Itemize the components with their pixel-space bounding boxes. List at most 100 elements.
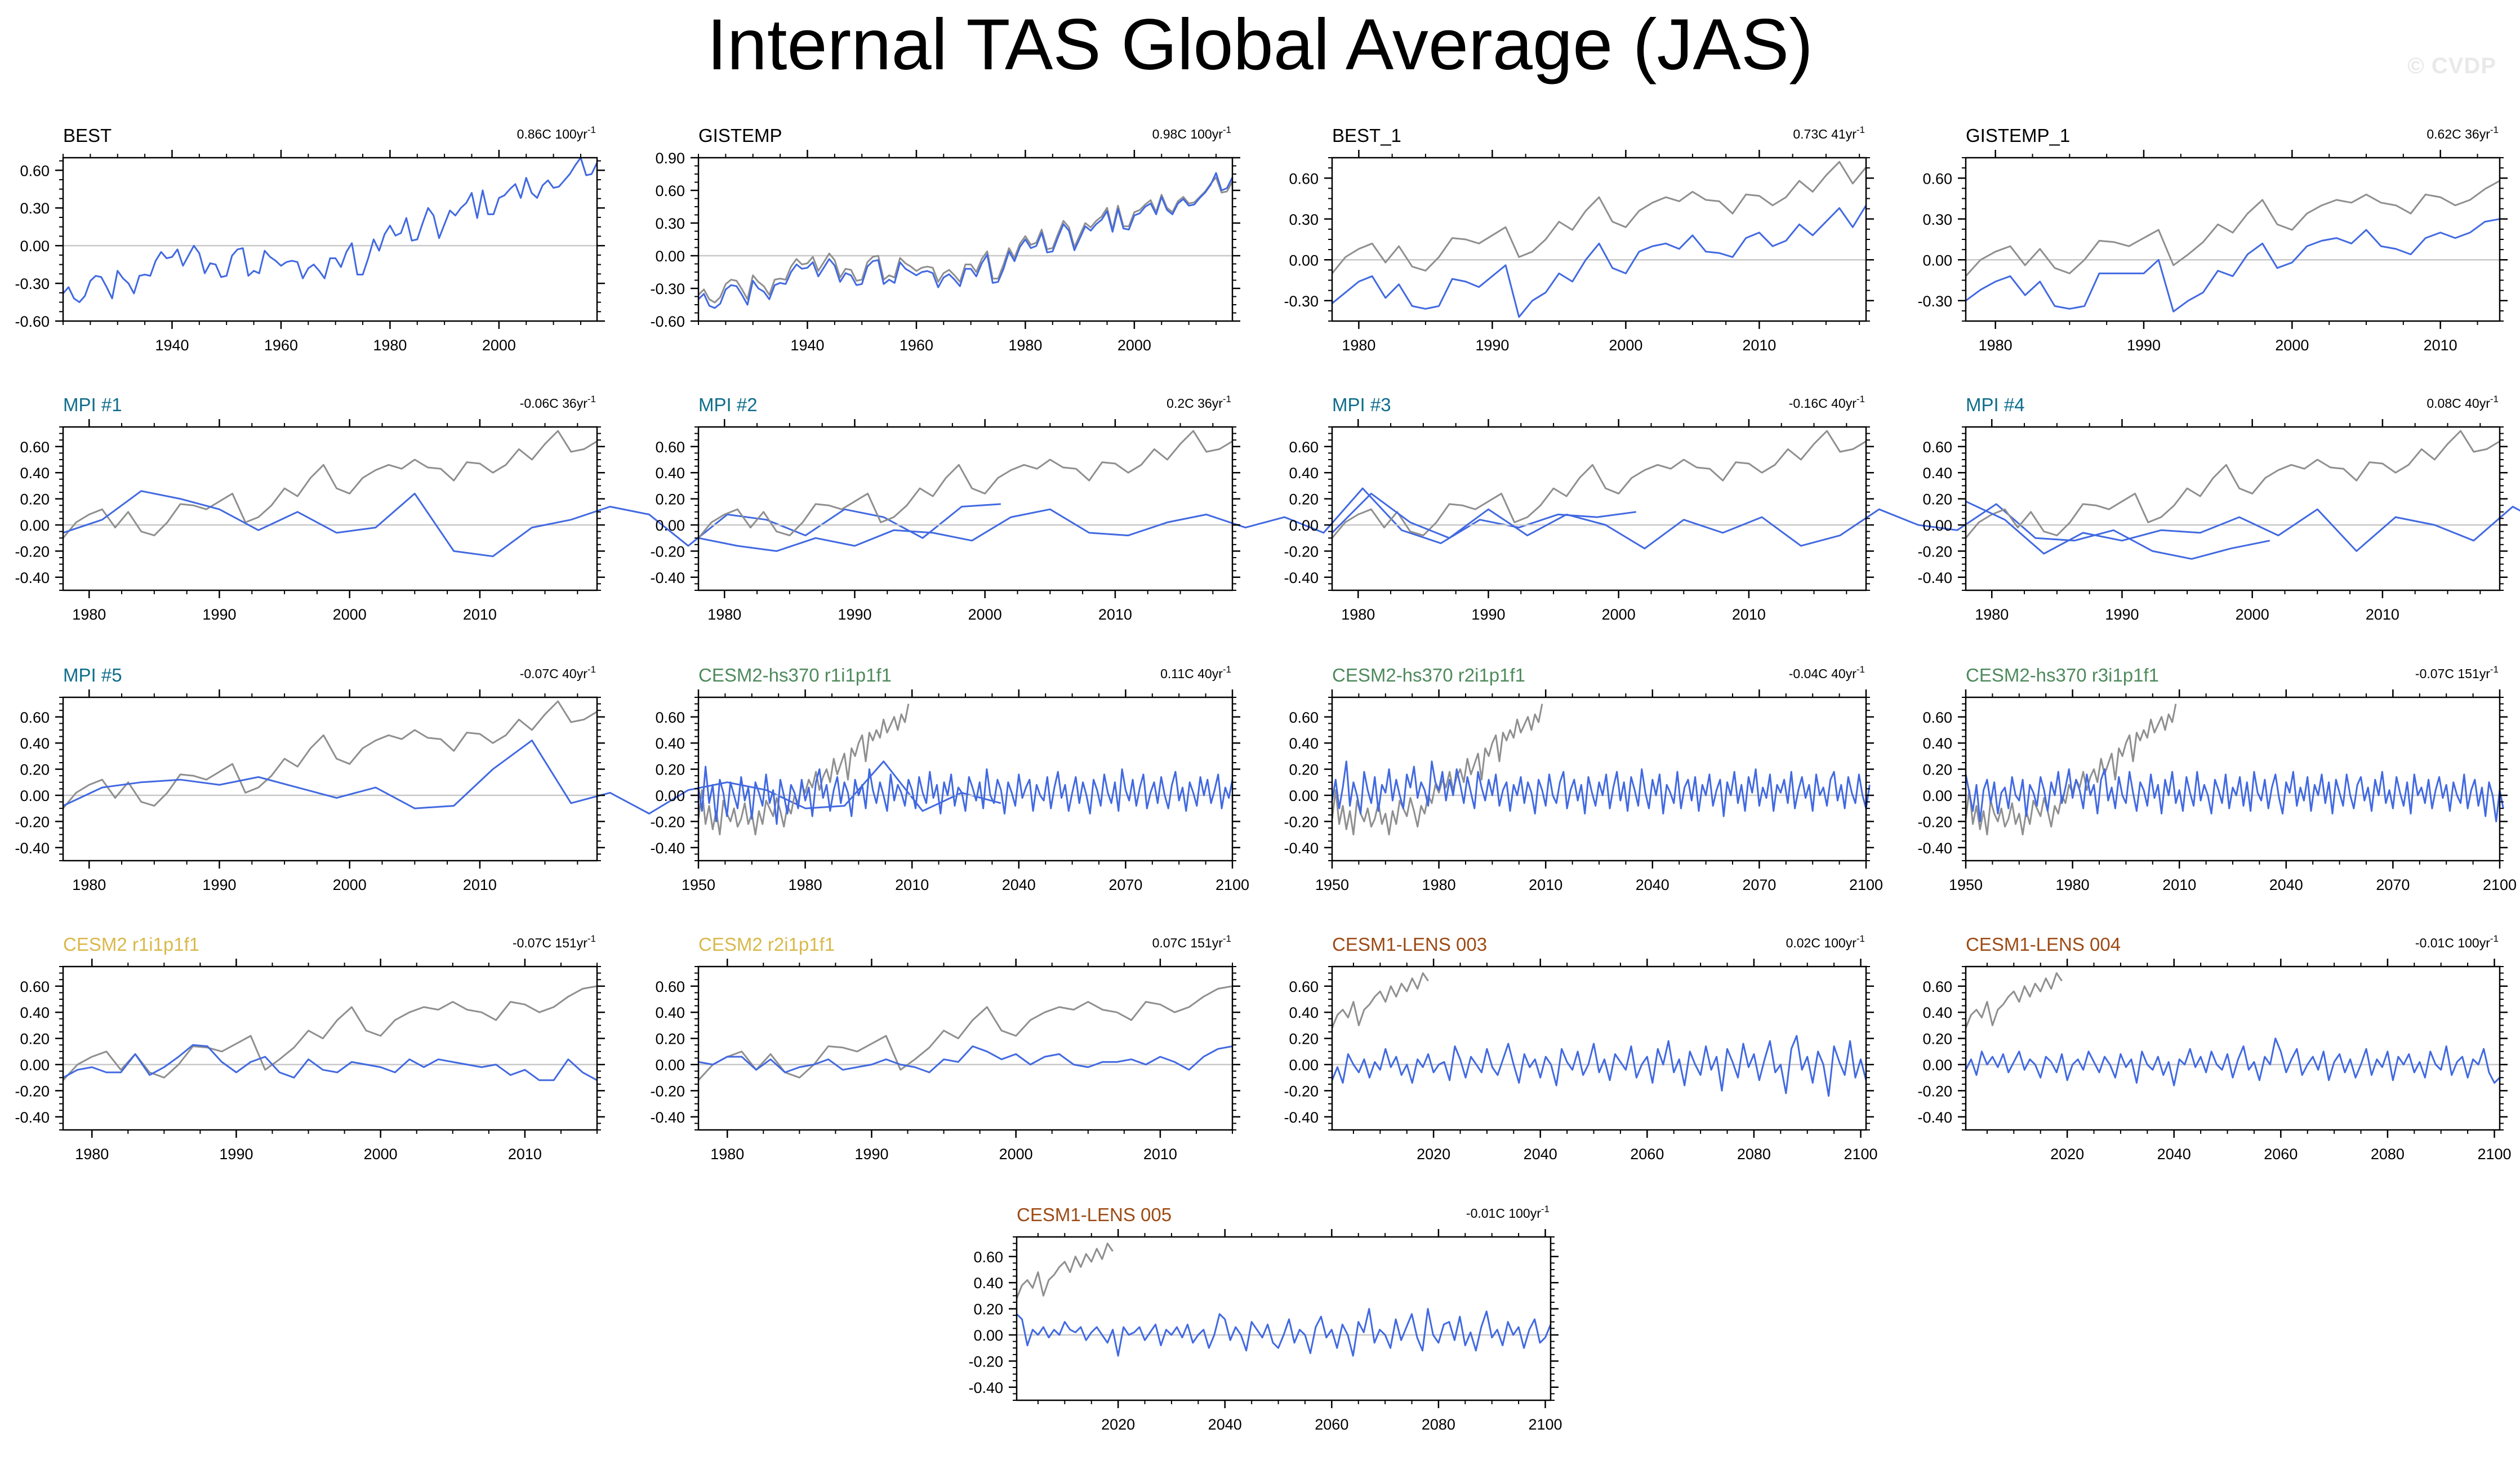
y-tick-label: 0.00 [655,787,685,804]
y-tick-label: 0.60 [1922,978,1952,995]
x-tick-label: 1990 [219,1146,253,1163]
x-tick-label: 1980 [72,606,106,623]
y-tick-label: 0.40 [973,1275,1003,1292]
x-tick-label: 1990 [2105,606,2139,623]
panel-mpi-1: -0.40 -0.20 0.00 0.20 0.40 0.60 1980 1990 2000 20… [15,394,1001,623]
model-line [1965,1038,2501,1087]
y-tick-label: -0.20 [1917,1083,1952,1099]
x-tick-label: 1940 [790,337,824,354]
model-line [62,157,598,303]
x-tick-label: 1940 [155,337,189,354]
x-tick-label: 2000 [2275,337,2309,354]
plot-frame [1965,157,2501,322]
model-line [1965,768,2504,822]
x-tick-label: 2010 [2162,876,2196,893]
y-tick-label: -0.40 [650,569,685,586]
x-tick-label: 2010 [1529,876,1562,893]
trend-label: 0.98C 100yr-1 [1152,124,1231,141]
x-tick-label: 1990 [838,606,871,623]
y-tick-label: 0.00 [655,1057,685,1074]
x-tick-label: 2100 [1528,1416,1562,1433]
x-tick-label: 1980 [789,876,822,893]
y-tick-label: 0.20 [20,491,50,508]
y-tick-label: -0.20 [15,813,50,830]
y-tick-label: -0.20 [650,813,685,830]
x-tick-label: 2040 [2157,1146,2191,1163]
x-tick-label: 2000 [2236,606,2269,623]
model-line [1965,500,2520,555]
y-tick-label: 0.60 [20,978,50,995]
x-tick-label: 1980 [710,1146,744,1163]
y-tick-label: 0.60 [20,439,50,456]
trend-label: 0.07C 151yr-1 [1152,933,1231,950]
panel-cesm2-r1i1p1f1: -0.40 -0.20 0.00 0.20 0.40 0.60 1980 1990 2000 20… [15,933,605,1163]
x-tick-label: 2010 [1742,337,1776,354]
panel-best: -0.60 -0.30 0.00 0.30 0.60 1940 1960 1980 2000 BE… [15,124,605,354]
model-line [1965,218,2500,313]
y-tick-label: -0.20 [650,543,685,560]
x-tick-label: 2010 [1143,1146,1177,1163]
x-tick-label: 1980 [707,606,741,623]
x-tick-label: 2010 [463,606,497,623]
y-tick-label: 0.00 [1922,252,1952,269]
x-tick-label: 1980 [75,1146,109,1163]
x-tick-label: 2000 [1602,606,1636,623]
x-tick-label: 1990 [1475,337,1509,354]
x-tick-label: 2000 [968,606,1002,623]
x-tick-label: 2040 [1524,1146,1557,1163]
y-tick-label: -0.20 [650,1083,685,1099]
plot-frame [697,696,1234,862]
y-tick-label: -0.40 [1284,840,1319,857]
x-tick-label: 2010 [508,1146,542,1163]
y-tick-label: -0.30 [1284,293,1319,310]
panel-cesm2-hs370-r2i1p1f1: -0.40 -0.20 0.00 0.20 0.40 0.60 1950 1980 2010 20… [1284,664,1883,893]
x-tick-label: 2100 [1849,876,1883,893]
plot-frame [1331,965,1867,1131]
panel-mpi-2: -0.40 -0.20 0.00 0.20 0.40 0.60 1980 1990 2000 20… [650,394,1636,623]
trend-label: 0.86C 100yr-1 [517,124,596,141]
y-tick-label: 0.60 [655,439,685,456]
y-tick-label: -0.40 [968,1379,1003,1396]
panel-cesm1-lens-004: -0.40 -0.20 0.00 0.20 0.40 0.60 2020 2040 2060 20… [1917,933,2511,1163]
plot-frame [697,157,1234,322]
model-line [63,1044,598,1081]
y-tick-label: -0.20 [15,1083,50,1099]
y-tick-label: 0.20 [655,491,685,508]
model-line [63,490,1001,558]
observed-line [1331,972,1429,1029]
trend-label: -0.07C 151yr-1 [2415,664,2499,681]
x-tick-label: 1980 [1342,337,1375,354]
y-tick-label: 0.40 [1289,735,1319,752]
y-tick-label: 0.40 [655,735,685,752]
y-tick-label: -0.30 [1917,293,1952,310]
panel-title: CESM2 r2i1p1f1 [698,934,835,955]
observed-line [1965,704,2177,836]
plot-frame [1016,1236,1552,1401]
y-tick-label: 0.00 [20,1057,50,1074]
x-tick-label: 1950 [682,876,715,893]
y-tick-label: 0.20 [20,1031,50,1048]
model-line [1331,760,1871,817]
panel-gistemp-1: -0.30 0.00 0.30 0.60 1980 1990 2000 2010 GISTEMP… [1917,124,2508,354]
y-tick-label: 0.60 [973,1249,1003,1266]
y-tick-label: 0.40 [655,1004,685,1021]
trend-label: 0.62C 36yr-1 [2426,124,2499,141]
panel-title: CESM2-hs370 r1i1p1f1 [698,665,892,685]
y-tick-label: -0.20 [1284,1083,1319,1099]
y-tick-label: 0.00 [1922,1057,1952,1074]
trend-label: 0.73C 41yr-1 [1793,124,1865,141]
x-tick-label: 2000 [1117,337,1151,354]
plot-frame [1965,426,2501,591]
y-tick-label: -0.20 [1917,543,1952,560]
observed-line [697,176,1234,304]
observed-line [1016,1243,1114,1299]
trend-label: 0.11C 40yr-1 [1160,664,1231,681]
observed-line [697,430,1233,539]
model-line [1332,204,1867,318]
x-tick-label: 2000 [1609,337,1642,354]
model-line [63,740,1001,814]
panel-mpi-3: -0.40 -0.20 0.00 0.20 0.40 0.60 1980 1990 2000 20… [1284,394,2270,623]
panel-mpi-5: -0.40 -0.20 0.00 0.20 0.40 0.60 1980 1990 2000 20… [15,664,1001,893]
plot-frame [62,696,598,862]
y-tick-label: -0.40 [1284,569,1319,586]
